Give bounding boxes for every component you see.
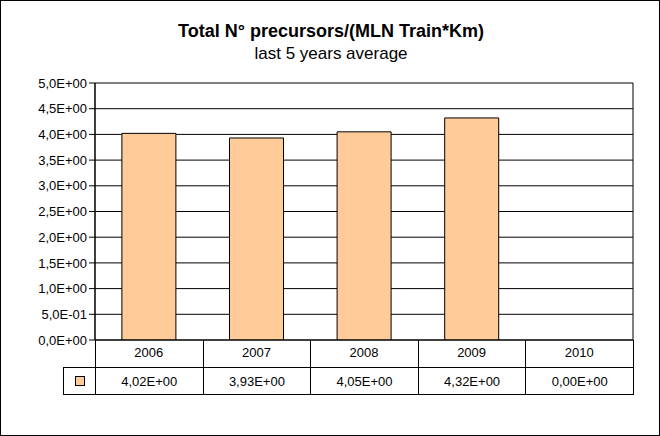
html-text:0,00E+00: 0,00E+00 (551, 373, 608, 389)
svg-text:2008: 2008 (350, 345, 379, 360)
svg-text:3,0E+00: 3,0E+00 (38, 178, 87, 193)
html-text:last 5 years average: last 5 years average (254, 44, 408, 63)
svg-text:3,5E+00: 3,5E+00 (38, 153, 87, 168)
svg-text:5,0E-01: 5,0E-01 (41, 307, 87, 322)
svg-text:1,5E+00: 1,5E+00 (38, 256, 87, 271)
svg-text:2,5E+00: 2,5E+00 (38, 204, 87, 219)
svg-text:4,5E+00: 4,5E+00 (38, 101, 87, 116)
svg-text:5,0E+00: 5,0E+00 (38, 76, 87, 91)
svg-text:2010: 2010 (565, 345, 594, 360)
svg-text:2,0E+00: 2,0E+00 (38, 230, 87, 245)
svg-text:4,0E+00: 4,0E+00 (38, 127, 87, 142)
svg-text:0,0E+00: 0,0E+00 (38, 333, 87, 348)
html-text:Total N° precursors/(MLN Train: Total N° precursors/(MLN Train*Km) (178, 21, 484, 41)
svg-text:1,0E+00: 1,0E+00 (38, 281, 87, 296)
html-text:4,32E+00: 4,32E+00 (444, 373, 501, 389)
html-text:4,02E+00: 4,02E+00 (121, 373, 178, 389)
svg-text:2006: 2006 (134, 345, 163, 360)
html-text:4,05E+00: 4,05E+00 (336, 373, 393, 389)
svg-text:2009: 2009 (457, 345, 486, 360)
html-text:3,93E+00: 3,93E+00 (228, 373, 285, 389)
svg-text:2007: 2007 (242, 345, 271, 360)
